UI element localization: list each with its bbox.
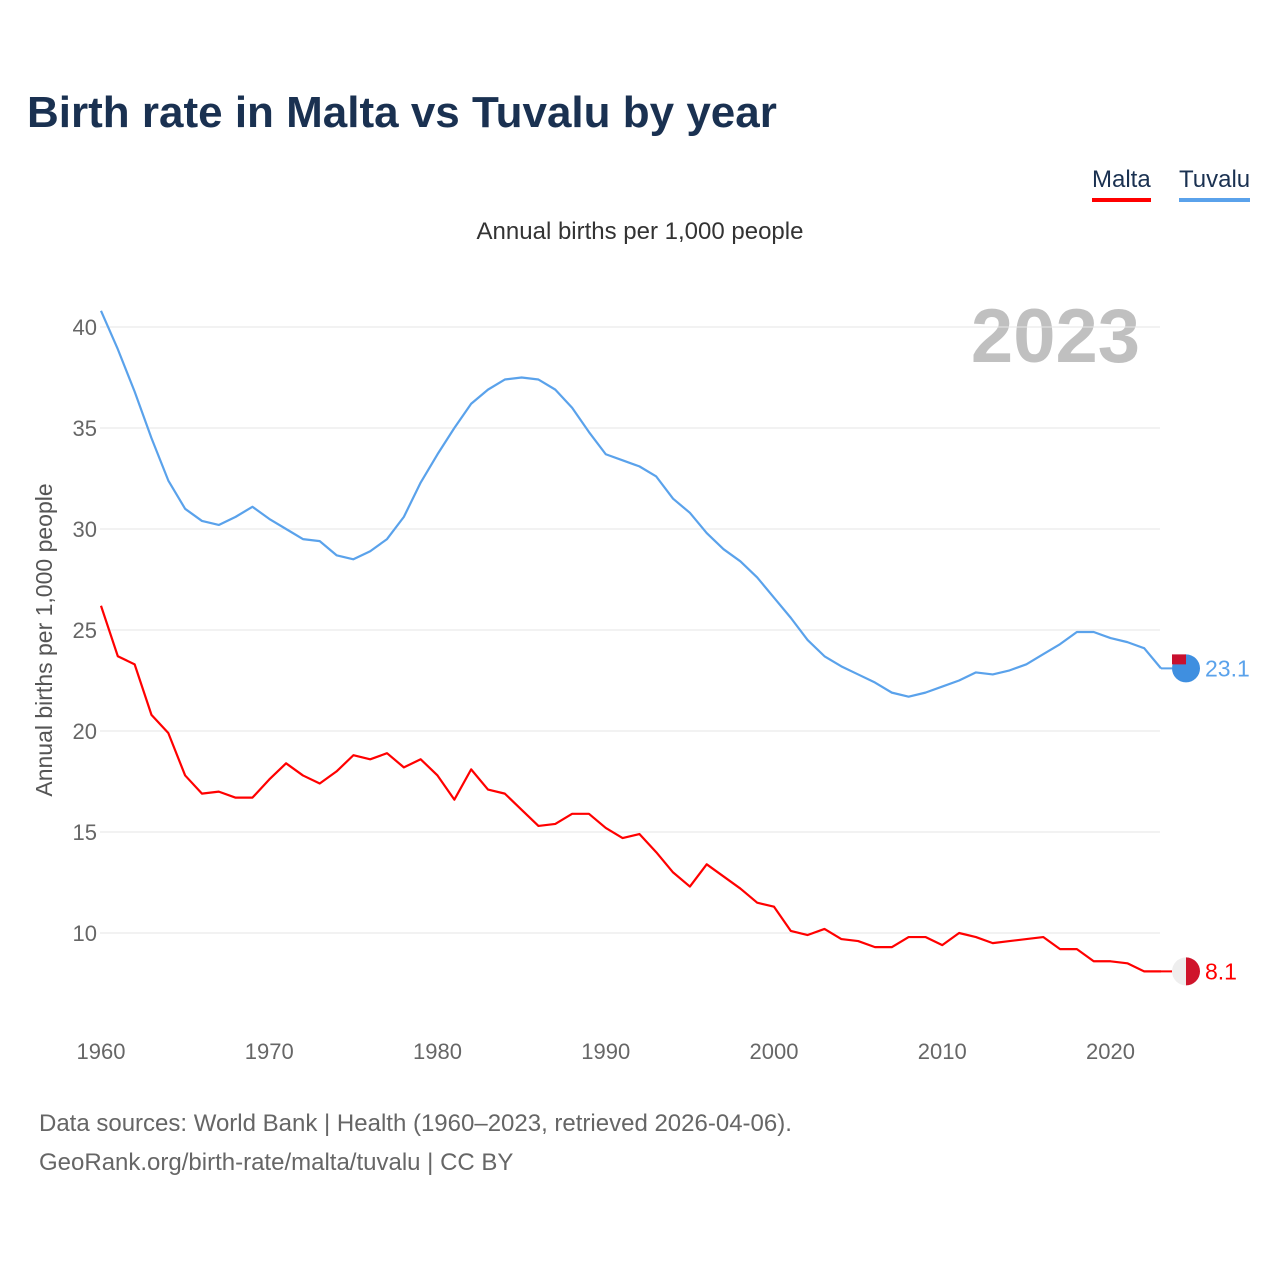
- year-watermark: 2023: [971, 294, 1140, 379]
- x-tick-label: 2020: [1086, 1039, 1135, 1064]
- data-source: Data sources: World Bank | Health (1960–…: [39, 1110, 792, 1137]
- y-tick-label: 10: [73, 921, 97, 946]
- end-value-label: 23.1: [1205, 655, 1250, 681]
- y-tick-label: 35: [73, 416, 97, 441]
- x-tick-label: 2000: [750, 1039, 799, 1064]
- x-tick-label: 2010: [918, 1039, 967, 1064]
- series-line-tuvalu: [99, 310, 1162, 698]
- y-tick-label: 20: [73, 719, 97, 744]
- y-tick-label: 40: [73, 315, 97, 340]
- malta-flag-red-half-icon: [1186, 957, 1200, 986]
- chart-title: Birth rate in Malta vs Tuvalu by year: [27, 88, 777, 137]
- end-value-label: 8.1: [1205, 958, 1237, 984]
- chart-subtitle: Annual births per 1,000 people: [476, 218, 804, 245]
- x-tick-label: 1980: [413, 1039, 462, 1064]
- legend-malta[interactable]: Malta: [1092, 166, 1151, 202]
- y-tick-label: 25: [73, 618, 97, 643]
- source-link[interactable]: GeoRank.org/birth-rate/malta/tuvalu | CC…: [39, 1149, 514, 1176]
- legend-tuvalu[interactable]: Tuvalu: [1179, 166, 1251, 202]
- footer: Data sources: World Bank | Health (1960–…: [39, 1104, 792, 1182]
- x-tick-label: 1990: [581, 1039, 630, 1064]
- x-tick-label: 1960: [77, 1039, 126, 1064]
- y-tick-label: 15: [73, 820, 97, 845]
- y-axis-label: Annual births per 1,000 people: [31, 483, 57, 796]
- x-tick-label: 1970: [245, 1039, 294, 1064]
- tuvalu-flag-union-icon: [1172, 654, 1186, 665]
- y-tick-label: 30: [73, 517, 97, 542]
- series-line-malta: [99, 605, 1161, 973]
